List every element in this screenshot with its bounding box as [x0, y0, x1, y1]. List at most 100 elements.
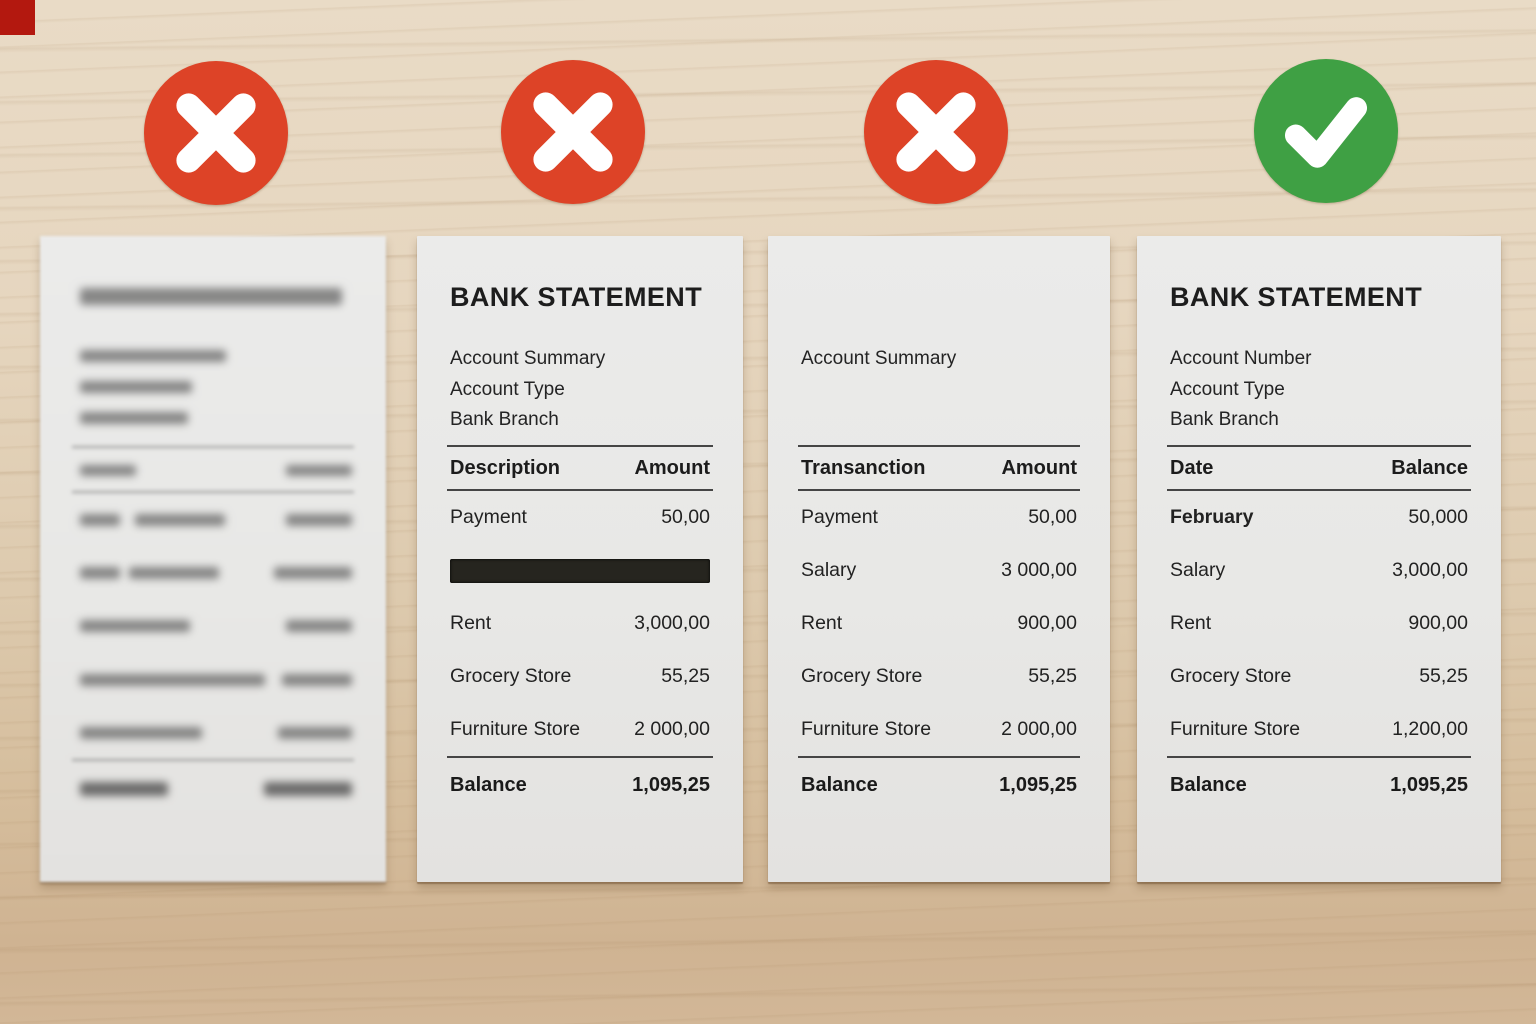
reject-icon	[144, 61, 288, 205]
blurred-divider	[72, 446, 354, 448]
table-row: Payment 50,00	[447, 491, 713, 544]
blurred-line	[80, 412, 188, 424]
blurred-line	[80, 381, 192, 393]
balance-value: 1,095,25	[632, 773, 710, 796]
statement-table: Date Balance February 50,000 Salary 3,00…	[1167, 445, 1471, 808]
blurred-statement	[40, 236, 386, 882]
row-value: 3 000,00	[1001, 559, 1077, 581]
row-value: 55,25	[661, 665, 710, 687]
balance-label: Balance	[450, 773, 527, 796]
statement-table: Transanction Amount Payment 50,00 Salary…	[798, 445, 1080, 808]
blurred-cell	[80, 514, 120, 526]
row-value: 50,00	[1028, 506, 1077, 528]
blurred-cell	[286, 514, 352, 526]
redacted-row-bar	[450, 558, 710, 583]
meta-line: Account Number	[1170, 348, 1312, 369]
statement-title: BANK STATEMENT	[1170, 282, 1423, 312]
meta-line: Account Summary	[801, 348, 957, 369]
table-row: Rent 900,00	[798, 597, 1080, 650]
statement-meta: Account Summary Account Type Bank Branch	[450, 344, 723, 436]
row-value: 3,000,00	[634, 612, 710, 634]
row-label: Rent	[801, 612, 843, 634]
blurred-cell	[80, 674, 265, 686]
balance-row: Balance 1,095,25	[1167, 756, 1471, 808]
row-value: 900,00	[1017, 612, 1077, 634]
row-label: Furniture Store	[450, 718, 581, 740]
blurred-cell	[282, 674, 352, 686]
reject-icon	[864, 60, 1008, 204]
column-header: Amount	[634, 456, 710, 479]
table-row: Furniture Store 2 000,00	[798, 703, 1080, 756]
row-value: 50,000	[1408, 506, 1468, 528]
row-value: 2 000,00	[634, 718, 710, 740]
blurred-cell	[278, 727, 352, 739]
row-label: Furniture Store	[801, 718, 932, 740]
balance-label: Balance	[801, 773, 878, 796]
row-label: Furniture Store	[1170, 718, 1301, 740]
statement-redacted-row: BANK STATEMENT Account Summary Account T…	[417, 236, 743, 882]
row-label: Rent	[450, 612, 492, 634]
table-row: Rent 3,000,00	[447, 597, 713, 650]
statement-meta: Account Number Account Type Bank Branch	[1170, 344, 1481, 436]
table-row: Salary 3 000,00	[798, 544, 1080, 597]
blurred-header	[80, 465, 136, 476]
statement-missing-title: Account Summary Transanction Amount Paym…	[768, 236, 1110, 882]
meta-line: Account Summary	[450, 348, 606, 369]
column-header: Amount	[1001, 456, 1077, 479]
row-value: 900,00	[1408, 612, 1468, 634]
table-row: Salary 3,000,00	[1167, 544, 1471, 597]
column-header: Transanction	[801, 456, 926, 479]
row-value: 55,25	[1419, 665, 1468, 687]
table-row: Grocery Store 55,25	[1167, 650, 1471, 703]
row-label: Grocery Store	[1170, 665, 1292, 687]
row-value: 3,000,00	[1392, 559, 1468, 581]
meta-line: Bank Branch	[450, 409, 559, 430]
blurred-line	[80, 350, 226, 362]
meta-line: Bank Branch	[1170, 409, 1279, 430]
balance-row: Balance 1,095,25	[798, 756, 1080, 808]
statement-title: BANK STATEMENT	[450, 282, 703, 312]
row-label: Payment	[801, 506, 878, 528]
blurred-header	[286, 465, 352, 476]
corner-marker	[0, 0, 35, 35]
table-row: Rent 900,00	[1167, 597, 1471, 650]
meta-line: Account Type	[450, 378, 565, 400]
blurred-cell	[274, 567, 352, 579]
balance-value: 1,095,25	[1390, 773, 1468, 796]
table-row	[447, 544, 713, 597]
table-row: Furniture Store 1,200,00	[1167, 703, 1471, 756]
blurred-divider	[72, 759, 354, 761]
row-label: Salary	[1170, 559, 1226, 581]
table-row: Grocery Store 55,25	[447, 650, 713, 703]
row-label: Salary	[801, 559, 857, 581]
balance-row: Balance 1,095,25	[447, 756, 713, 808]
blurred-cell	[286, 620, 352, 632]
approve-icon	[1254, 59, 1398, 203]
row-label: Grocery Store	[450, 665, 572, 687]
blurred-divider	[72, 491, 354, 493]
column-header: Description	[450, 456, 561, 479]
column-header: Balance	[1391, 456, 1468, 479]
balance-label: Balance	[1170, 773, 1247, 796]
table-row: Payment 50,00	[798, 491, 1080, 544]
row-value: 55,25	[1028, 665, 1077, 687]
blurred-cell	[80, 620, 190, 632]
blurred-cell	[135, 514, 225, 526]
table-row: Furniture Store 2 000,00	[447, 703, 713, 756]
meta-line: Account Type	[1170, 378, 1285, 400]
blurred-cell	[80, 567, 120, 579]
table-header: Description Amount	[447, 445, 713, 491]
blurred-cell	[80, 727, 202, 739]
table-header: Date Balance	[1167, 445, 1471, 491]
statement-correct: BANK STATEMENT Account Number Account Ty…	[1137, 236, 1501, 882]
blurred-cell	[129, 567, 219, 579]
row-label: Rent	[1170, 612, 1212, 634]
reject-icon	[501, 60, 645, 204]
column-header: Date	[1170, 456, 1214, 479]
blurred-title	[80, 288, 342, 305]
balance-value: 1,095,25	[999, 773, 1077, 796]
table-header: Transanction Amount	[798, 445, 1080, 491]
table-row: Grocery Store 55,25	[798, 650, 1080, 703]
table-row: February 50,000	[1167, 491, 1471, 544]
